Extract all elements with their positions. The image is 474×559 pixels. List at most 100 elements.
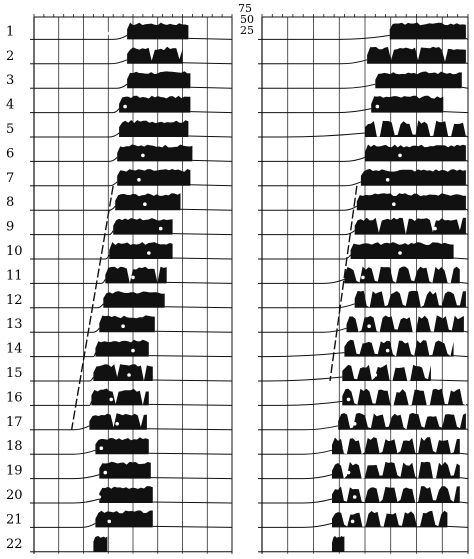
event-marker (375, 104, 380, 109)
trace-row (30, 46, 233, 65)
onset-slope-line (329, 185, 358, 382)
activity-burst (95, 339, 149, 357)
trace-row (30, 486, 233, 504)
scale-label: 25 (240, 24, 254, 37)
baseline-trace (34, 303, 233, 309)
right-panel (258, 14, 469, 554)
activity-burst (367, 46, 466, 64)
baseline-trace (34, 449, 233, 455)
activity-burst (93, 364, 153, 381)
activity-burst (332, 486, 460, 503)
event-marker (99, 446, 104, 451)
event-marker (373, 373, 378, 377)
trace-row (258, 144, 469, 162)
activity-burst (127, 22, 189, 40)
row-label: 11 (6, 268, 23, 283)
baseline-trace (262, 400, 469, 406)
activity-burst (115, 193, 181, 211)
baseline-trace (34, 425, 233, 431)
event-marker (354, 56, 359, 60)
trace-row (258, 193, 469, 211)
trace-row (30, 218, 233, 236)
baseline-trace (262, 181, 469, 187)
activity-burst (99, 461, 151, 479)
activity-burst (99, 486, 153, 503)
activity-burst (371, 95, 444, 113)
row-label: 14 (6, 342, 23, 357)
activity-burst (117, 169, 191, 186)
trace-row (258, 120, 469, 138)
baseline-trace (262, 522, 469, 528)
row-label: 3 (6, 73, 14, 88)
baseline-trace (34, 352, 233, 358)
baseline-trace (34, 498, 233, 504)
baseline-trace (34, 132, 233, 138)
activity-burst (89, 413, 147, 430)
event-marker (361, 275, 365, 280)
activity-burst (105, 266, 167, 284)
baseline-trace (34, 327, 233, 333)
event-marker (158, 226, 163, 231)
event-marker (367, 324, 371, 329)
activity-burst (95, 437, 149, 455)
row-label: 15 (6, 366, 23, 381)
row-label: 5 (6, 122, 14, 137)
activity-burst (332, 510, 448, 528)
trace-row (30, 71, 233, 89)
scale-label: 50 (240, 13, 254, 26)
activity-burst (350, 242, 454, 259)
trace-row (30, 315, 233, 333)
event-marker (103, 56, 108, 60)
activity-burst (127, 71, 191, 89)
trace-row (30, 437, 233, 455)
activity-burst (338, 412, 466, 430)
trace-row (30, 510, 233, 528)
baseline-trace (262, 498, 469, 504)
row-label: 8 (6, 195, 14, 210)
trace-row (258, 46, 469, 65)
trace-row (30, 193, 233, 211)
activity-burst (117, 144, 193, 162)
trace-row (30, 144, 233, 162)
baseline-trace (34, 376, 233, 382)
baseline-trace (262, 59, 469, 65)
trace-row (30, 291, 233, 309)
activity-burst (365, 120, 466, 137)
baseline-trace (262, 303, 469, 309)
row-label: 22 (6, 537, 23, 552)
activity-burst (360, 168, 466, 186)
trace-row (30, 536, 232, 553)
baseline-trace (262, 278, 469, 284)
row-label: 2 (6, 49, 14, 64)
event-marker (342, 446, 347, 451)
trace-row (258, 486, 469, 504)
event-marker (123, 104, 127, 109)
baseline-trace (262, 156, 469, 162)
row-label: 9 (6, 220, 14, 235)
baseline-trace (262, 230, 469, 236)
trace-row (258, 242, 469, 260)
trace-row (30, 169, 233, 187)
baseline-trace (34, 34, 233, 40)
trace-row (258, 22, 469, 40)
event-marker (350, 31, 355, 36)
activity-burst (99, 315, 155, 333)
event-marker (433, 226, 437, 231)
activity-burst (113, 218, 173, 235)
baseline-trace (262, 205, 469, 211)
trace-row (30, 242, 233, 260)
baseline-trace (262, 327, 469, 333)
trace-row (258, 315, 469, 333)
trace-row (30, 461, 233, 480)
baseline-trace (34, 157, 233, 162)
activity-burst (356, 193, 466, 211)
baseline-trace (34, 181, 233, 187)
baseline-trace (34, 474, 233, 480)
activity-burst (375, 71, 462, 89)
baseline-trace (34, 522, 233, 528)
baseline-trace (34, 59, 233, 65)
onset-slope-line (70, 185, 114, 430)
trace-row (258, 217, 469, 236)
event-marker (352, 495, 357, 499)
